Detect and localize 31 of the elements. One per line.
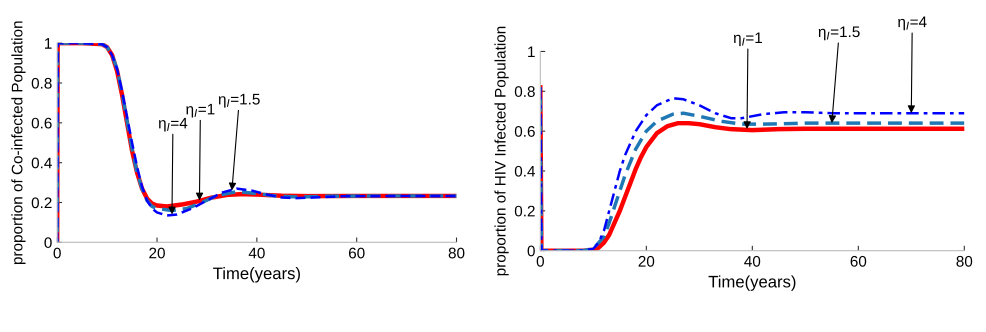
x-tick-label: 0 — [54, 248, 61, 258]
annotation: η$_{I}$=1 — [734, 32, 762, 46]
x-tick-label: 60 — [850, 256, 866, 267]
y-tick-label: 1 — [528, 46, 535, 57]
annotation: η$_{I}$=4 — [158, 118, 188, 132]
x-tick-label: 80 — [956, 256, 972, 267]
x-tick-label: 80 — [448, 248, 464, 258]
x-tick-label: 20 — [638, 256, 654, 267]
x-tick-label: 40 — [744, 256, 760, 267]
annotation: η$_{I}$=1 — [186, 104, 214, 118]
y-tick-label: 0.4 — [514, 166, 536, 177]
y-tick-label: 0.8 — [514, 86, 535, 97]
y-axis-title: proportion of Co-infected Population — [11, 21, 26, 264]
x-tick-label: 0 — [536, 256, 544, 267]
y-tick-label: 1 — [44, 38, 52, 49]
y-tick-label: 0.4 — [32, 158, 52, 168]
y-axis-title: proportion of HIV Infected Population — [494, 26, 509, 276]
annotation: η$_{I}$=1.5 — [818, 26, 860, 40]
y-tick-label: 0.6 — [32, 118, 52, 129]
annotation: η$_{I}$=1.5 — [218, 94, 260, 108]
y-tick-label: 0.2 — [514, 206, 535, 217]
y-tick-label: 0.8 — [32, 78, 52, 89]
annotation: η$_{I}$=4 — [898, 16, 927, 30]
x-axis-title: Time(years) — [708, 275, 796, 291]
x-tick-label: 20 — [149, 248, 165, 258]
x-tick-label: 40 — [248, 248, 265, 258]
x-axis-title: Time(years) — [213, 267, 300, 283]
y-tick-label: 0.2 — [32, 197, 52, 208]
x-tick-label: 60 — [348, 248, 365, 258]
y-tick-label: 0 — [44, 237, 52, 248]
y-tick-label: 0.6 — [514, 126, 535, 137]
